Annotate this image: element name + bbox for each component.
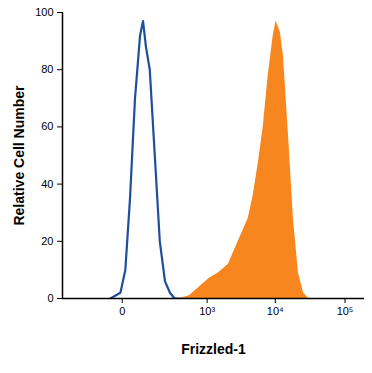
svg-text:0: 0: [47, 292, 53, 304]
svg-text:10⁴: 10⁴: [267, 305, 284, 317]
svg-text:0: 0: [119, 305, 125, 317]
svg-text:Frizzled-1: Frizzled-1: [181, 341, 246, 357]
svg-text:10³: 10³: [199, 305, 215, 317]
svg-text:60: 60: [41, 120, 53, 132]
svg-text:100: 100: [35, 6, 53, 18]
svg-text:20: 20: [41, 235, 53, 247]
svg-text:40: 40: [41, 178, 53, 190]
svg-text:Relative Cell Number: Relative Cell Number: [11, 85, 27, 226]
svg-text:10⁵: 10⁵: [337, 305, 354, 317]
svg-text:80: 80: [41, 63, 53, 75]
